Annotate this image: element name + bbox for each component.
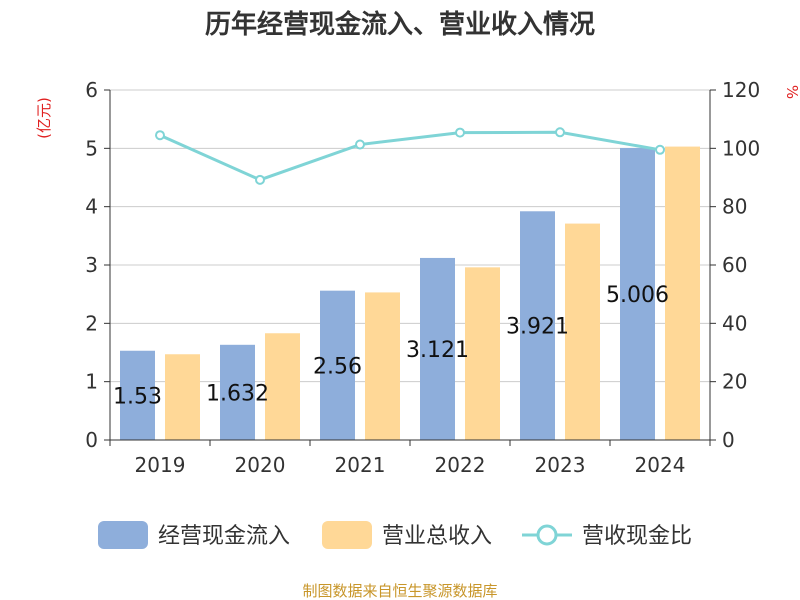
bar-经营现金流入-2019 [120,350,155,440]
bar-经营现金流入-2023 [520,211,555,440]
left-axis-tick-label: 1 [85,370,98,394]
bar-营业总收入-2020 [265,333,300,440]
bar-经营现金流入-2024 [620,147,655,440]
line-point-2021 [355,139,365,150]
x-axis-tick-label: 2024 [635,453,686,477]
bar-营业总收入-2023 [565,223,600,440]
line-point-2023 [555,127,565,138]
data-label: 3.121 [406,338,469,363]
bar-经营现金流入-2021 [320,290,355,440]
left-axis-tick-label: 3 [85,253,98,277]
right-axis-tick-label: 40 [722,311,747,335]
right-axis-tick-label: 20 [722,370,747,394]
legend-label-经营现金流入: 经营现金流入 [158,524,290,549]
right-axis-tick-label: 60 [722,253,747,277]
line-point-2022 [455,127,465,138]
bar-营业总收入-2019 [165,354,200,440]
legend-label-营业总收入: 营业总收入 [382,524,492,549]
x-axis-tick-label: 2021 [335,453,386,477]
grid-lines [110,89,710,383]
line-point-2024 [655,144,665,155]
right-axis-tick-label: 0 [722,428,735,452]
line-营收现金比 [159,130,661,182]
right-axis-tick-label: 100 [722,136,760,160]
left-axis-tick-label: 4 [85,195,98,219]
data-label: 5.006 [606,283,669,308]
right-axis-unit: % [783,85,800,99]
right-axis-tick-label: 80 [722,195,747,219]
right-axis-tick-label: 120 [722,78,760,102]
legend-marker-营收现金比 [536,524,558,546]
line-series [155,127,665,185]
legend-swatch-营业总收入 [322,521,372,549]
bar-营业总收入-2024 [665,146,700,441]
bar-series [120,146,700,441]
line-point-2019 [155,130,165,141]
data-label: 2.56 [313,354,362,379]
x-axis-tick-label: 2022 [435,453,486,477]
data-label: 1.53 [113,384,162,409]
data-label: 3.921 [506,315,569,340]
legend-label-营收现金比: 营收现金比 [582,524,692,549]
x-axis-tick-label: 2023 [535,453,586,477]
x-axis-tick-label: 2020 [235,453,286,477]
bar-经营现金流入-2020 [220,344,255,440]
legend: 经营现金流入 营业总收入 营收现金比 [98,521,692,549]
left-axis-tick-label: 5 [85,136,98,160]
left-axis-tick-label: 0 [85,428,98,452]
bar-经营现金流入-2022 [420,257,455,440]
left-axis-unit: (亿元) [35,97,53,139]
left-axis-tick-label: 2 [85,311,98,335]
data-label: 1.632 [206,381,269,406]
legend-swatch-经营现金流入 [98,521,148,549]
chart-title: 历年经营现金流入、营业收入情况 [205,9,595,40]
source-footer: 制图数据来自恒生聚源数据库 [302,582,497,600]
bar-营业总收入-2022 [465,267,500,440]
bar-营业总收入-2021 [365,292,400,440]
x-axis-tick-label: 2019 [135,453,186,477]
data-labels: 1.53 1.632 2.56 3.121 3.921 5.006 [113,283,669,409]
line-point-2020 [255,174,265,185]
left-axis-tick-label: 6 [85,78,98,102]
